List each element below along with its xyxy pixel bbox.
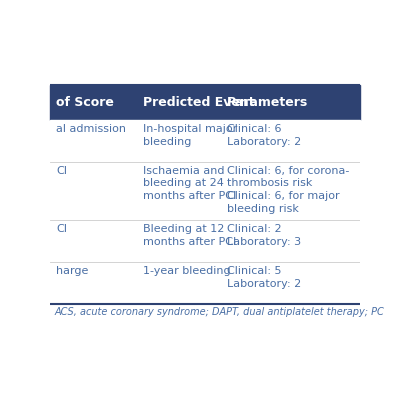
Text: Bleeding at 12
months after PCI: Bleeding at 12 months after PCI <box>143 224 236 247</box>
Text: Clinical: 6, for corona-
thrombosis risk
Clinical: 6, for major
bleeding risk: Clinical: 6, for corona- thrombosis risk… <box>227 166 349 214</box>
Text: Ischaemia and
bleeding at 24
months after PCI: Ischaemia and bleeding at 24 months afte… <box>143 166 236 201</box>
Text: 1-year bleeding: 1-year bleeding <box>143 266 231 276</box>
Bar <box>50 162 360 220</box>
Text: CI: CI <box>56 224 67 234</box>
Text: ACS, acute coronary syndrome; DAPT, dual antiplatelet therapy; PC: ACS, acute coronary syndrome; DAPT, dual… <box>55 307 384 317</box>
Bar <box>50 85 360 120</box>
Text: of Score: of Score <box>56 96 114 109</box>
Text: Parameters: Parameters <box>227 96 308 109</box>
Text: harge: harge <box>56 266 88 276</box>
Bar <box>50 220 360 262</box>
Text: Predicted Event: Predicted Event <box>143 96 255 109</box>
Text: al admission: al admission <box>56 124 126 134</box>
Text: Clinical: 6
Laboratory: 2: Clinical: 6 Laboratory: 2 <box>227 124 301 147</box>
Text: In-hospital major
bleeding: In-hospital major bleeding <box>143 124 237 147</box>
Text: Clinical: 5
Laboratory: 2: Clinical: 5 Laboratory: 2 <box>227 266 301 288</box>
Text: CI: CI <box>56 166 67 176</box>
Bar <box>50 120 360 162</box>
Bar <box>50 262 360 304</box>
Text: Clinical: 2
Laboratory: 3: Clinical: 2 Laboratory: 3 <box>227 224 301 247</box>
